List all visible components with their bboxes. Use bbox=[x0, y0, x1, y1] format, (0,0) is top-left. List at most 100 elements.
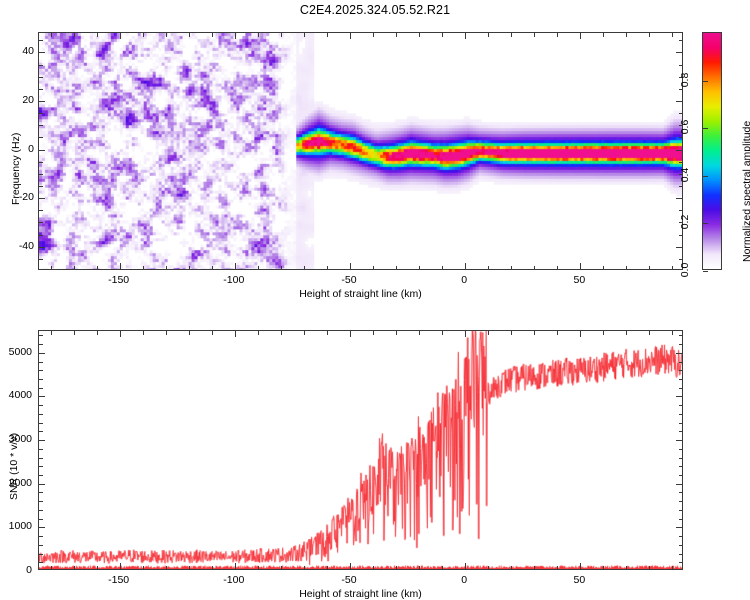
axis-tick bbox=[442, 565, 444, 569]
axis-tick bbox=[73, 331, 75, 335]
y-tick-label: 3000 bbox=[8, 433, 32, 446]
axis-tick bbox=[676, 246, 682, 248]
colorbar-tick-label: 0.2 bbox=[679, 215, 691, 230]
axis-tick bbox=[50, 565, 52, 569]
axis-tick bbox=[257, 565, 259, 569]
axis-tick bbox=[678, 88, 682, 90]
axis-tick bbox=[142, 265, 144, 269]
axis-tick bbox=[39, 405, 43, 407]
axis-tick bbox=[73, 565, 75, 569]
x-tick-label: -100 bbox=[223, 574, 245, 586]
axis-tick bbox=[580, 331, 582, 337]
axis-tick bbox=[678, 562, 682, 564]
axis-tick bbox=[396, 331, 398, 335]
axis-tick bbox=[419, 265, 421, 269]
axis-tick bbox=[676, 440, 682, 442]
x-tick-label: -150 bbox=[108, 274, 130, 286]
y-tick-label: 20 bbox=[22, 94, 34, 106]
axis-tick bbox=[211, 565, 213, 569]
axis-tick bbox=[442, 331, 444, 335]
axis-tick bbox=[678, 76, 682, 78]
axis-tick bbox=[649, 33, 651, 37]
axis-tick bbox=[50, 33, 52, 37]
axis-tick bbox=[349, 263, 351, 269]
axis-tick bbox=[39, 186, 43, 187]
axis-tick bbox=[326, 565, 328, 569]
axis-tick bbox=[39, 562, 43, 564]
y-tick-label: 0 bbox=[26, 564, 32, 576]
axis-tick bbox=[678, 173, 682, 175]
axis-tick bbox=[39, 492, 43, 494]
axis-tick bbox=[676, 198, 682, 200]
spectrogram-x-tick-labels: -150 -100 -50 0 50 bbox=[38, 274, 683, 290]
axis-tick bbox=[511, 265, 513, 269]
axis-tick bbox=[188, 265, 190, 269]
axis-tick bbox=[678, 361, 682, 363]
axis-tick bbox=[678, 113, 682, 115]
axis-tick bbox=[373, 565, 375, 569]
axis-tick bbox=[96, 565, 98, 569]
axis-tick bbox=[465, 263, 467, 269]
axis-tick bbox=[678, 335, 682, 337]
axis-tick bbox=[511, 331, 513, 335]
axis-tick bbox=[39, 501, 43, 503]
axis-tick bbox=[165, 331, 167, 335]
axis-tick bbox=[580, 263, 582, 269]
axis-tick bbox=[39, 173, 43, 175]
axis-tick bbox=[580, 33, 582, 39]
axis-tick bbox=[119, 33, 121, 39]
axis-tick bbox=[188, 33, 190, 37]
axis-tick bbox=[603, 565, 605, 569]
axis-tick bbox=[678, 544, 682, 546]
x-tick-label: 0 bbox=[461, 574, 468, 586]
axis-tick bbox=[39, 457, 43, 459]
axis-tick bbox=[234, 563, 236, 569]
spectrogram-y-tick-labels: -40 -20 0 20 40 bbox=[0, 32, 34, 270]
colorbar-tick bbox=[703, 128, 708, 130]
spectrogram-image bbox=[39, 33, 682, 269]
colorbar-tick bbox=[703, 223, 708, 225]
axis-tick bbox=[465, 331, 467, 337]
axis-tick bbox=[557, 565, 559, 569]
axis-tick bbox=[39, 344, 43, 346]
axis-tick bbox=[165, 33, 167, 37]
axis-tick bbox=[465, 563, 467, 569]
axis-tick bbox=[39, 258, 43, 260]
axis-tick bbox=[557, 265, 559, 269]
axis-tick bbox=[373, 265, 375, 269]
axis-tick bbox=[39, 518, 43, 520]
axis-tick bbox=[678, 234, 682, 236]
axis-tick bbox=[39, 413, 43, 415]
axis-tick bbox=[534, 265, 536, 269]
x-tick-label: -150 bbox=[108, 574, 130, 586]
axis-tick bbox=[488, 331, 490, 335]
axis-tick bbox=[234, 331, 236, 337]
axis-tick bbox=[488, 265, 490, 269]
axis-tick bbox=[50, 331, 52, 335]
axis-tick bbox=[678, 492, 682, 494]
axis-tick bbox=[280, 565, 282, 569]
axis-tick bbox=[303, 565, 305, 569]
axis-tick bbox=[39, 76, 43, 78]
axis-tick bbox=[303, 265, 305, 269]
axis-tick bbox=[678, 387, 682, 389]
axis-tick bbox=[165, 565, 167, 569]
axis-tick bbox=[142, 331, 144, 335]
y-tick-label: 1000 bbox=[8, 520, 32, 533]
axis-tick bbox=[39, 40, 43, 42]
axis-tick bbox=[39, 370, 43, 372]
axis-tick bbox=[39, 52, 45, 54]
axis-tick bbox=[257, 331, 259, 335]
axis-tick bbox=[678, 344, 682, 346]
y-tick-label: 2000 bbox=[8, 476, 32, 489]
axis-tick bbox=[676, 101, 682, 102]
axis-tick bbox=[419, 331, 421, 335]
axis-tick bbox=[349, 331, 351, 337]
axis-tick bbox=[280, 265, 282, 269]
axis-tick bbox=[39, 440, 45, 442]
axis-tick bbox=[603, 331, 605, 335]
spectrogram-x-axis-title: Height of straight line (km) bbox=[299, 288, 422, 300]
axis-tick bbox=[39, 509, 43, 511]
axis-tick bbox=[672, 33, 674, 37]
